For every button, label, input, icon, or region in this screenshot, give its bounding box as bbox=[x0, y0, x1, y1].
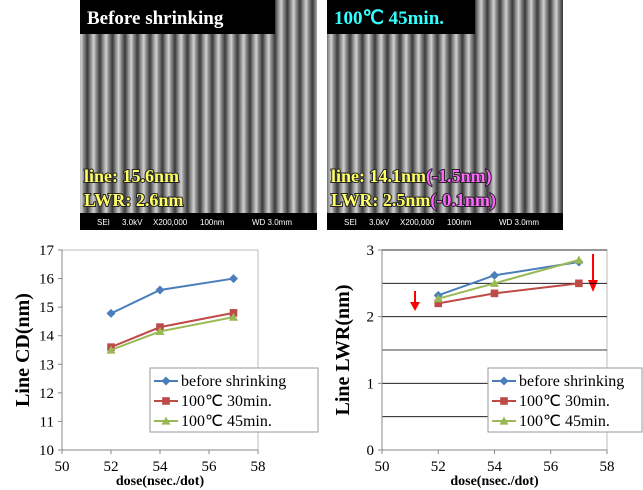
chart: 0 1 2 3 50 52 54 56 58 Line LWR(nm) dose(nsec./dot… bbox=[332, 243, 642, 489]
info: WD 3.0mm bbox=[252, 218, 292, 227]
legend: before shrinking 100℃ 30min. 100℃ 45min. bbox=[150, 368, 318, 432]
x-tick-label: 56 bbox=[202, 459, 218, 475]
arrow-head bbox=[588, 280, 598, 292]
info: SEI bbox=[97, 218, 110, 227]
legend: before shrinking 100℃ 30min. 100℃ 45min. bbox=[488, 368, 642, 432]
series-line bbox=[438, 260, 579, 299]
x-tick-label: 50 bbox=[375, 459, 390, 475]
page: {"panels": [ {"title": "Before shrinking… bbox=[0, 0, 643, 490]
marker bbox=[491, 290, 499, 298]
sem-image: 100℃ 45min. line: 14.1nm(-1.5nm) LWR: 2.… bbox=[327, 0, 563, 230]
lwr: LWR: 2.6nm bbox=[84, 190, 183, 210]
sem-title: Before shrinking bbox=[87, 8, 224, 29]
marker bbox=[575, 280, 583, 288]
legend-label: 100℃ 45min. bbox=[181, 413, 272, 430]
x-axis-title: dose(nsec./dot) bbox=[450, 474, 539, 489]
x-axis-title: dose(nsec./dot) bbox=[116, 474, 205, 489]
y-tick-label: 11 bbox=[40, 414, 54, 430]
delta: (-0.1nm) bbox=[430, 190, 496, 211]
marker bbox=[500, 397, 508, 405]
value: line: 14.1nm bbox=[331, 166, 426, 186]
info: 100nm bbox=[447, 218, 472, 227]
figure: Before shrinking line: 15.6nm LWR: 2.6nm… bbox=[0, 0, 643, 490]
marker bbox=[574, 256, 583, 264]
y-tick-label: 13 bbox=[39, 357, 54, 373]
legend-label: before shrinking bbox=[519, 373, 624, 390]
x-tick-label: 52 bbox=[431, 459, 446, 475]
marker bbox=[107, 309, 116, 318]
lwr: LWR: 2.5nm(-0.1nm) bbox=[331, 190, 496, 211]
marker bbox=[490, 271, 499, 280]
info: 3.0kV bbox=[369, 218, 390, 227]
sem-image: Before shrinking line: 15.6nm LWR: 2.6nm… bbox=[80, 0, 317, 230]
y-axis-title: Line LWR(nm) bbox=[332, 285, 354, 416]
marker bbox=[162, 397, 170, 405]
y-tick-label: 10 bbox=[39, 443, 54, 459]
y-tick-label: 12 bbox=[39, 386, 54, 402]
value: LWR: 2.5nm bbox=[331, 190, 430, 210]
info: 100nm bbox=[200, 218, 225, 227]
y-tick-label: 0 bbox=[367, 443, 375, 459]
y-tick-label: 16 bbox=[39, 272, 55, 288]
x-tick-label: 52 bbox=[104, 459, 119, 475]
delta: (-1.5nm) bbox=[426, 166, 492, 187]
line-width: line: 14.1nm(-1.5nm) bbox=[331, 166, 492, 187]
x-tick-label: 50 bbox=[55, 459, 70, 475]
series-line bbox=[111, 279, 234, 314]
line-width: line: 15.6nm bbox=[84, 166, 179, 186]
legend-label: before shrinking bbox=[181, 373, 286, 390]
x-tick-label: 56 bbox=[543, 459, 559, 475]
x-tick-label: 54 bbox=[153, 459, 169, 475]
marker bbox=[156, 286, 165, 295]
info: 3.0kV bbox=[122, 218, 143, 227]
marker bbox=[229, 274, 238, 283]
x-tick-label: 58 bbox=[251, 459, 266, 475]
chart: 10 11 12 13 14 15 16 17 50 52 54 56 58 Line CD(nm) dos… bbox=[12, 243, 318, 489]
y-axis-title: Line CD(nm) bbox=[12, 293, 34, 407]
y-tick-label: 14 bbox=[39, 329, 55, 345]
y-tick-label: 15 bbox=[39, 300, 54, 316]
arrow-head bbox=[410, 302, 420, 311]
legend-label: 100℃ 30min. bbox=[181, 393, 272, 410]
y-tick-label: 2 bbox=[367, 310, 375, 326]
info: X200,000 bbox=[153, 218, 188, 227]
y-tick-label: 3 bbox=[367, 243, 375, 259]
y-tick-label: 17 bbox=[39, 243, 55, 259]
info: X200,000 bbox=[400, 218, 435, 227]
y-tick-label: 1 bbox=[367, 376, 375, 392]
legend-label: 100℃ 30min. bbox=[519, 393, 610, 410]
sem-title: 100℃ 45min. bbox=[334, 8, 444, 29]
info: WD 3.0mm bbox=[499, 218, 539, 227]
info: SEI bbox=[344, 218, 357, 227]
x-tick-label: 58 bbox=[600, 459, 615, 475]
legend-label: 100℃ 45min. bbox=[519, 413, 610, 430]
x-tick-label: 54 bbox=[487, 459, 503, 475]
series-line bbox=[111, 317, 234, 350]
